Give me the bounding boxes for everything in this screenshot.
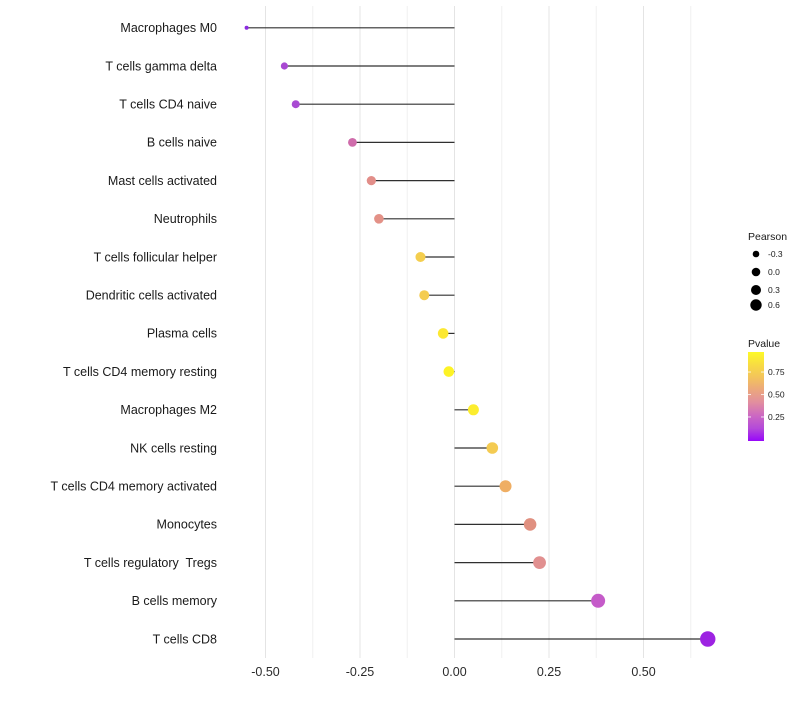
x-tick-label: -0.50 xyxy=(251,665,280,679)
lollipop-row: Neutrophils xyxy=(154,212,455,226)
lollipop-row: T cells CD4 naive xyxy=(119,98,455,112)
pearson-size-legend: Pearson -0.3 0.0 0.3 0.6 xyxy=(748,231,787,311)
size-legend-dot xyxy=(750,299,762,311)
y-axis-label: Dendritic cells activated xyxy=(86,289,217,303)
y-axis-label: B cells memory xyxy=(132,594,218,608)
y-axis-label: T cells follicular helper xyxy=(94,250,217,264)
y-axis-label: Macrophages M2 xyxy=(120,403,217,417)
lollipop-point xyxy=(244,25,249,30)
x-axis: -0.50 -0.25 0.00 0.25 0.50 xyxy=(251,665,655,679)
lollipop-point xyxy=(486,442,499,454)
y-axis-label: T cells CD4 memory activated xyxy=(51,480,218,494)
color-legend-label: 0.75 xyxy=(768,367,785,377)
lollipop-point xyxy=(533,556,546,569)
lollipop-point xyxy=(366,176,376,186)
lollipop-row: Macrophages M0 xyxy=(120,21,455,35)
lollipop-row: T cells CD4 memory resting xyxy=(63,365,455,379)
lollipop-point xyxy=(348,138,357,147)
color-legend-title: Pvalue xyxy=(748,338,780,350)
lollipop-point xyxy=(415,252,426,262)
size-legend-title: Pearson xyxy=(748,231,787,243)
x-tick-label: 0.25 xyxy=(537,665,561,679)
y-axis-label: T cells CD4 memory resting xyxy=(63,365,217,379)
lollipop-row: B cells naive xyxy=(147,136,455,150)
pvalue-color-legend: Pvalue 0.75 0.50 0.25 xyxy=(748,338,785,441)
color-legend-label: 0.50 xyxy=(768,390,785,400)
y-axis-label: T cells regulatory Tregs xyxy=(84,556,217,570)
lollipop-point xyxy=(467,404,479,416)
lollipop-point xyxy=(374,214,384,224)
y-axis-label: B cells naive xyxy=(147,136,217,150)
y-axis-label: Mast cells activated xyxy=(108,174,217,188)
lollipop-point xyxy=(280,62,288,70)
y-axis-label: NK cells resting xyxy=(130,441,217,455)
y-axis-label: Macrophages M0 xyxy=(120,21,217,35)
x-tick-label: 0.00 xyxy=(442,665,466,679)
size-legend-dot xyxy=(751,285,761,295)
lollipop-row: B cells memory xyxy=(132,593,606,608)
y-axis-label: Neutrophils xyxy=(154,212,217,226)
lollipop-point xyxy=(443,366,455,377)
y-axis-label: T cells gamma delta xyxy=(105,59,217,73)
lollipop-rows: Macrophages M0 T cells gamma delta T cells… xyxy=(51,21,716,647)
y-axis-label: T cells CD4 naive xyxy=(119,98,217,112)
lollipop-row: Dendritic cells activated xyxy=(86,289,455,303)
size-legend-dot xyxy=(752,250,760,258)
lollipop-row: T cells CD8 xyxy=(153,631,716,647)
y-axis-label: Plasma cells xyxy=(147,327,217,341)
size-legend-label: -0.3 xyxy=(768,249,783,259)
gridlines xyxy=(265,6,692,658)
lollipop-point xyxy=(523,518,537,531)
lollipop-row: T cells regulatory Tregs xyxy=(84,556,546,570)
pvalue-colorbar xyxy=(748,352,764,441)
size-legend-label: 0.3 xyxy=(768,285,780,295)
lollipop-point xyxy=(291,100,300,109)
lollipop-row: NK cells resting xyxy=(130,441,499,455)
lollipop-point xyxy=(591,593,606,608)
size-legend-label: 0.6 xyxy=(768,300,780,310)
lollipop-point xyxy=(437,328,449,339)
color-legend-label: 0.25 xyxy=(768,412,785,422)
size-legend-dot xyxy=(751,267,761,277)
lollipop-row: Plasma cells xyxy=(147,327,455,341)
lollipop-row: T cells gamma delta xyxy=(105,59,455,73)
lollipop-point xyxy=(700,631,716,647)
size-legend-label: 0.0 xyxy=(768,267,780,277)
x-tick-label: -0.25 xyxy=(346,665,375,679)
lollipop-row: Monocytes xyxy=(157,518,537,532)
y-axis-label: T cells CD8 xyxy=(153,632,217,646)
lollipop-row: Macrophages M2 xyxy=(120,403,479,417)
lollipop-point xyxy=(419,290,430,301)
x-tick-label: 0.50 xyxy=(631,665,655,679)
lollipop-row: Mast cells activated xyxy=(108,174,455,188)
y-axis-label: Monocytes xyxy=(157,518,217,532)
lollipop-row: T cells follicular helper xyxy=(94,250,455,264)
lollipop-row: T cells CD4 memory activated xyxy=(51,480,512,494)
lollipop-point xyxy=(499,480,512,493)
